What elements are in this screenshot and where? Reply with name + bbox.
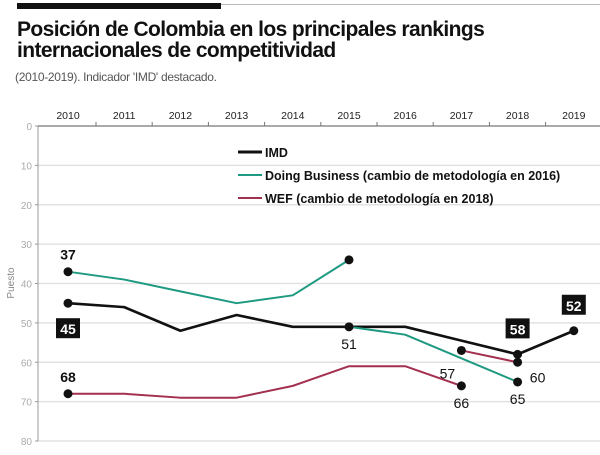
series-line-doing xyxy=(67,259,350,305)
data-point xyxy=(456,345,466,355)
value-label: 37 xyxy=(60,247,76,263)
y-tick-label: 80 xyxy=(21,437,33,448)
value-label-box xyxy=(505,318,530,339)
series-line-doing xyxy=(348,325,518,383)
x-tick-label: 2014 xyxy=(281,110,305,122)
value-label: 65 xyxy=(510,391,526,407)
data-point xyxy=(344,322,354,332)
series-line-imd xyxy=(67,301,575,356)
x-tick-label: 2011 xyxy=(113,110,136,122)
data-point xyxy=(63,267,73,277)
data-point xyxy=(63,389,73,399)
top-divider xyxy=(221,4,600,5)
chart-subtitle: (2010-2019). Indicador 'IMD' destacado. xyxy=(15,70,217,84)
value-label: 66 xyxy=(454,395,470,411)
value-label: 52 xyxy=(566,298,582,314)
y-tick-label: 60 xyxy=(21,358,33,369)
legend-label: Doing Business (cambio de metodología en… xyxy=(265,169,560,183)
y-tick-label: 20 xyxy=(21,201,33,212)
x-tick-label: 2015 xyxy=(337,110,361,122)
value-label-box xyxy=(561,294,586,315)
data-point xyxy=(513,349,523,359)
value-label: 68 xyxy=(60,369,76,385)
y-tick-label: 10 xyxy=(21,161,33,172)
legend-label: WEF (cambio de metodología en 2018) xyxy=(265,192,494,206)
y-tick-label: 0 xyxy=(26,122,32,133)
x-tick-label: 2013 xyxy=(225,110,249,122)
y-tick-label: 50 xyxy=(21,319,33,330)
y-axis-label: Puesto xyxy=(6,267,17,299)
legend-label: IMD xyxy=(265,146,288,160)
y-tick-label: 40 xyxy=(21,280,33,291)
value-label: 60 xyxy=(530,369,546,385)
x-tick-label: 2010 xyxy=(56,110,80,122)
title-accent-bar xyxy=(17,3,221,9)
x-tick-label: 2019 xyxy=(562,110,586,122)
series-line-wef xyxy=(68,365,462,399)
data-point xyxy=(344,255,354,265)
value-label-box xyxy=(56,318,80,339)
value-label: 57 xyxy=(440,365,456,381)
data-point xyxy=(569,326,579,336)
value-label: 51 xyxy=(341,336,357,352)
value-label: 58 xyxy=(510,321,526,337)
data-point xyxy=(456,381,466,391)
data-point xyxy=(63,298,73,308)
data-point xyxy=(513,357,523,367)
x-tick-label: 2017 xyxy=(450,110,474,122)
y-tick-label: 70 xyxy=(21,398,33,409)
y-tick-label: 30 xyxy=(21,240,33,251)
chart-title: Posición de Colombia en los principales … xyxy=(17,18,485,62)
x-tick-label: 2016 xyxy=(394,110,418,122)
series-line-wef xyxy=(461,349,518,364)
x-tick-label: 2012 xyxy=(169,110,193,122)
data-point xyxy=(513,377,523,387)
x-tick-label: 2018 xyxy=(506,110,530,122)
value-label: 45 xyxy=(60,321,76,337)
